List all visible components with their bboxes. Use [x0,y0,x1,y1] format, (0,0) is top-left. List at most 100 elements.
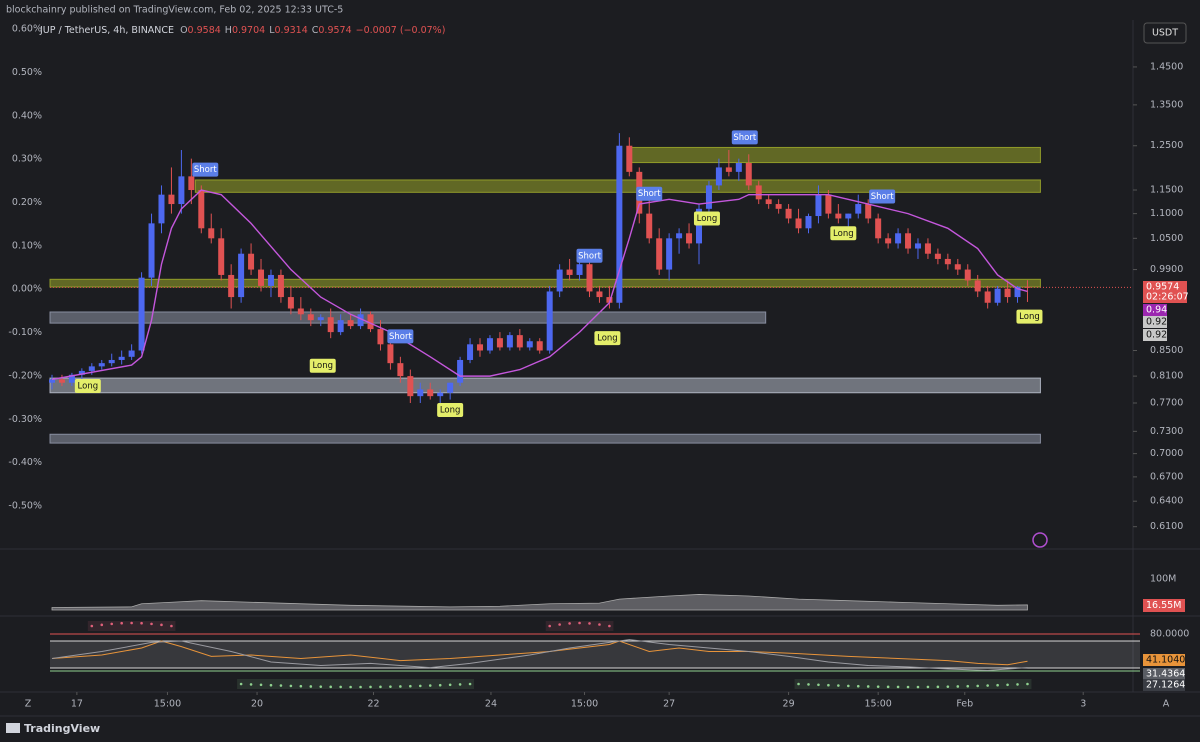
signal-dot [369,685,372,689]
candle-body [238,253,245,298]
y-tick-label: 0.7000 [1150,448,1183,459]
publisher: blockchainry published on TradingView.co… [6,5,343,16]
signal-dot [259,683,263,687]
candle-body [277,274,284,298]
signal-dot [896,685,900,689]
y2-tick-label: 0.30% [12,154,42,165]
indicator-icon[interactable] [1032,532,1048,548]
candle-body [98,363,105,367]
candle-body [168,194,175,205]
candle-body [387,344,394,364]
signal-dot [130,621,133,625]
signal-dot [269,683,273,687]
signal-tag [636,186,663,201]
candle-body [128,350,135,357]
ohlc-legend: JUP / TetherUS, 4h, BINANCE O0.9584 H0.970… [39,25,445,36]
signal-label: Long [833,229,854,239]
signal-label: Short [578,251,601,261]
signal-dot [598,623,601,626]
candle-body [586,264,593,292]
y-tick-label: 0.6400 [1150,496,1183,507]
currency[interactable]: USDT [1152,28,1178,39]
candle-body [815,194,822,217]
candle-body [914,243,921,249]
signal-dot [827,683,830,687]
candle-body [626,145,633,172]
candle-body [606,297,613,303]
signal-label: Long [597,334,618,344]
candle-body [566,269,573,275]
signal-dot [299,684,303,688]
y2-tick-label: -0.50% [8,500,42,511]
logo-icon [6,723,20,733]
signal-dot [150,622,153,626]
candle-body [506,335,513,348]
signal-dot [817,683,820,687]
signal-dot [866,685,870,688]
candle-body [686,233,693,244]
candle-body [208,228,215,239]
candle-body [825,194,832,214]
candle-body [775,204,782,209]
price-label-box [1143,281,1187,303]
corner-right[interactable]: A [1163,699,1170,710]
zone [49,311,767,324]
candle-body [745,163,752,186]
signal-tag [576,248,603,263]
level-label-box [1143,668,1185,680]
candle-body [417,389,424,397]
signal-tag [387,329,414,344]
signal-tag [869,189,896,204]
signal-dot [279,684,283,687]
signal-dot [349,685,352,689]
y-tick-label: 1.4500 [1150,61,1183,72]
candle-body [715,167,722,186]
signal-dot [996,683,999,687]
y2-tick-label: 0.60% [12,24,42,35]
candle-body [676,233,683,239]
candle-body [944,258,951,265]
candle-body [666,238,673,270]
currency-button[interactable] [1143,22,1187,44]
oscillator-line [51,640,1028,666]
y-tick-label: 1.2500 [1150,140,1183,151]
signal-tag [830,226,857,241]
osc-label-box [1143,654,1185,666]
signal-dot [319,685,323,688]
candle-body [457,359,464,383]
candle-body [248,253,255,270]
legend-value: 0.9574 [318,25,351,36]
signal-label: Long [312,361,333,371]
signal-dot [906,685,910,689]
candle-body [855,204,862,214]
x-tick-label: 20 [251,699,263,710]
candle-body [88,366,95,371]
candle-body [795,218,802,229]
signal-dot [379,685,382,689]
signal-dot [418,684,422,688]
candle-body [1004,288,1011,298]
candle-body [68,374,75,383]
volume-label: 16.55M [1146,600,1181,611]
candle-body [198,190,205,229]
price-label: 0.94 [1146,305,1167,316]
signal-dot [608,624,611,628]
candle-body [556,269,563,292]
candle-body [188,176,195,191]
logo: TradingView [24,722,100,735]
corner-left[interactable]: Z [25,699,32,710]
candle-body [427,389,434,397]
x-tick-label: 29 [783,699,795,710]
legend-key: L [269,25,275,36]
candle-body [865,204,872,219]
signal-tag [731,130,758,145]
signal-dot [249,683,253,686]
y2-tick-label: -0.40% [8,457,42,468]
candle-body [984,291,991,303]
candle-body [267,274,274,286]
signal-dot [389,685,392,688]
signal-dot [946,685,950,688]
signal-dot [239,682,243,686]
signal-label: Long [697,214,718,224]
y-tick-label: 0.8100 [1150,371,1183,382]
